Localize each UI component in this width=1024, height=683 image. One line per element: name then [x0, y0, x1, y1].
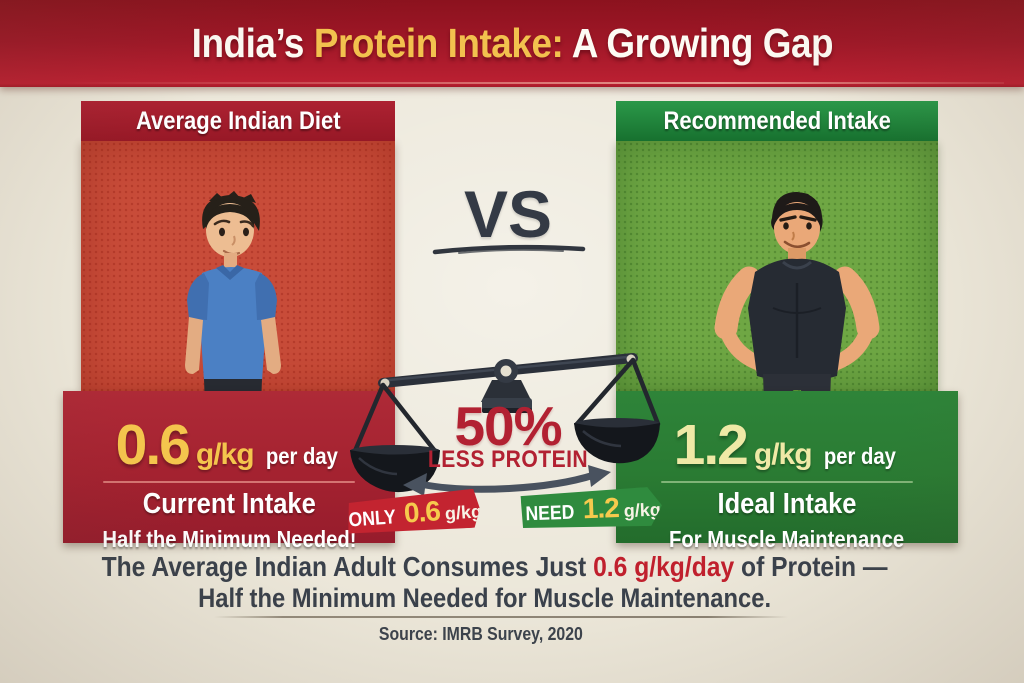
- page-title: India’s Protein Intake: A Growing Gap: [191, 20, 833, 67]
- double-arrow-icon: [403, 465, 611, 496]
- summary-highlight: 0.6 g/kg/day: [593, 551, 735, 582]
- recommended-intake-header-label: Recommended Intake: [663, 106, 891, 135]
- current-intake-subcaption: Half the Minimum Needed!: [101, 525, 357, 552]
- average-diet-header: Average Indian Diet: [81, 101, 395, 141]
- left-stat-divider: [103, 481, 355, 483]
- title-highlight: Protein Intake:: [313, 20, 563, 66]
- current-intake-stat: 0.6 g/kg per day: [63, 391, 395, 474]
- recommended-intake-stats: 1.2 g/kg per day Ideal Intake For Muscle…: [616, 391, 958, 552]
- right-stat-divider: [661, 481, 913, 483]
- footer-divider: [214, 616, 788, 618]
- average-diet-stats: 0.6 g/kg per day Current Intake Half the…: [63, 391, 395, 552]
- gap-percent-text: 50%: [454, 395, 562, 457]
- summary-line-2: Half the Minimum Needed for Muscle Maint…: [198, 583, 772, 613]
- ideal-intake-unit: g/kg: [753, 438, 813, 471]
- ideal-intake-stat: 1.2 g/kg per day: [616, 391, 958, 474]
- ideal-intake-caption: Ideal Intake: [717, 488, 857, 520]
- title-part1: India’s: [191, 20, 314, 66]
- gap-label-text: LESS PROTEIN: [427, 446, 589, 473]
- current-intake-value: 0.6: [115, 413, 191, 477]
- title-banner: India’s Protein Intake: A Growing Gap: [0, 0, 1024, 87]
- average-diet-panel: Average Indian Diet: [63, 101, 395, 552]
- summary-prefix: The Average Indian Adult Consumes Just: [102, 551, 594, 582]
- source-text: Source: IMRB Survey, 2020: [379, 624, 583, 644]
- average-diet-header-label: Average Indian Diet: [135, 106, 341, 135]
- recommended-intake-panel: Recommended Intake: [616, 101, 958, 552]
- current-intake-suffix: per day: [265, 443, 338, 469]
- ideal-intake-subcaption: For Muscle Maintenance: [669, 525, 905, 552]
- vs-underline-stroke: [432, 244, 586, 255]
- summary-line-1: The Average Indian Adult Consumes Just 0…: [0, 551, 990, 583]
- summary-suffix: of Protein —: [734, 551, 888, 582]
- title-part2: A Growing Gap: [562, 20, 833, 66]
- only-ribbon-value: 0.6: [402, 495, 441, 529]
- vs-text: VS: [463, 177, 553, 251]
- slim-man-illustration: [185, 191, 281, 434]
- current-intake-unit: g/kg: [195, 438, 255, 471]
- ideal-intake-suffix: per day: [823, 443, 896, 469]
- current-intake-caption: Current Intake: [142, 488, 316, 520]
- recommended-intake-header: Recommended Intake: [616, 101, 938, 141]
- need-ribbon-value: 1.2: [582, 492, 620, 525]
- need-ribbon-word: NEED: [525, 501, 575, 526]
- ideal-intake-value: 1.2: [673, 413, 749, 477]
